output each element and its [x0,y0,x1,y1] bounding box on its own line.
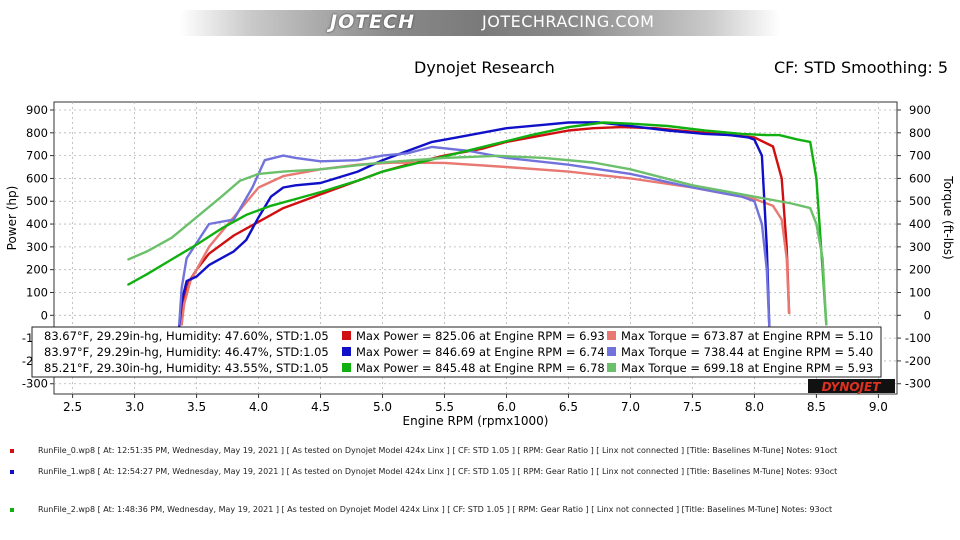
run-color-marker [10,448,14,453]
legend-torque-swatch [607,331,616,340]
correction-factor-label: CF: STD Smoothing: 5 [774,58,949,77]
y-tick-label-right: 500 [909,194,931,208]
legend-box [31,326,882,378]
y-tick-label-left: 500 [26,194,48,208]
x-tick-label: 4.5 [311,400,330,414]
y-axis-label-left: Power (hp) [5,186,19,251]
y-tick-label-right: 100 [909,285,931,299]
chart-title: Dynojet Research [414,58,555,77]
x-tick-label: 9.0 [869,400,888,414]
y-tick-label-left: 800 [26,126,48,140]
dyno-chart: 2.5 3.0 3.5 4.0 4.5 5.0 5.5 6.0 6.5 7.0 7.5 8.0 8.5 9… [5,101,955,428]
brand-banner [180,10,780,36]
y-tick-label-left: 900 [26,103,48,117]
x-tick-label: 8.0 [745,400,764,414]
run-color-marker [10,507,14,512]
legend-conditions: 83.67°F, 29.29in-hg, Humidity: 47.60%, S… [44,329,329,343]
x-tick-label: 7.0 [621,400,640,414]
y-tick-label-left: 700 [26,149,48,163]
brand-site: JOTECHRACING.COM [482,12,655,31]
y-tick-label-right: 600 [909,171,931,185]
run-info-line: RunFile_2.wp8 [ At: 1:48:36 PM, Wednesda… [10,505,832,514]
y-tick-label-left: 400 [26,217,48,231]
y-tick-label-right: 0 [924,308,931,322]
x-tick-label: 5.5 [435,400,454,414]
legend-max-power: Max Power = 846.69 at Engine RPM = 6.74 [356,345,605,359]
x-tick-label: 4.0 [249,400,268,414]
brand-logo: JOTECH [330,11,416,33]
y-tick-label-right: -300 [905,377,931,391]
legend-conditions: 83.97°F, 29.29in-hg, Humidity: 46.47%, S… [44,345,329,359]
x-tick-label: 6.5 [559,400,578,414]
run-info-text: RunFile_0.wp8 [ At: 12:51:35 PM, Wednesd… [38,446,838,455]
y-tick-label-left: 300 [26,240,48,254]
x-tick-label: 2.5 [63,400,82,414]
x-tick-label: 8.5 [807,400,826,414]
x-tick-label: 3.5 [187,400,206,414]
x-tick-label: 3.0 [125,400,144,414]
legend-max-power: Max Power = 845.48 at Engine RPM = 6.78 [356,361,605,375]
y-tick-label-right: 200 [909,263,931,277]
x-tick-label: 5.0 [373,400,392,414]
y-tick-label-left: 600 [26,171,48,185]
run-info-line: RunFile_1.wp8 [ At: 12:54:27 PM, Wednesd… [10,467,837,476]
dynojet-logo-bg [808,379,895,393]
legend-torque-swatch [607,363,616,372]
legend-conditions: 85.21°F, 29.30in-hg, Humidity: 43.55%, S… [44,361,329,375]
y-tick-label-left: -300 [22,377,48,391]
y-tick-label-left: 100 [26,285,48,299]
legend-max-torque: Max Torque = 738.44 at Engine RPM = 5.40 [621,345,873,359]
series-torque-run-2 [127,154,828,326]
y-tick-label-right: 300 [909,240,931,254]
y-tick-label-right: -100 [905,331,931,345]
legend-max-power: Max Power = 825.06 at Engine RPM = 6.93 [356,329,605,343]
y-tick-label-right: -200 [905,354,931,368]
y-tick-label-right: 900 [909,103,931,117]
y-tick-label-left: 200 [26,263,48,277]
series-power-run-1 [177,121,771,328]
run-info-line: RunFile_0.wp8 [ At: 12:51:35 PM, Wednesd… [10,446,837,455]
y-tick-label-left: 0 [41,308,48,322]
y-tick-label-right: 800 [909,126,931,140]
series-power-run-2 [127,121,828,326]
run-info-text: RunFile_2.wp8 [ At: 1:48:36 PM, Wednesda… [38,505,833,514]
run-color-marker [10,469,14,474]
y-tick-label-right: 400 [909,217,931,231]
y-tick-label-right: 700 [909,149,931,163]
legend-torque-swatch [607,347,616,356]
legend-max-torque: Max Torque = 699.18 at Engine RPM = 5.93 [621,361,873,375]
series-torque-run-0 [180,161,791,326]
dynojet-logo: DYNOJET [822,380,882,394]
run-info-text: RunFile_1.wp8 [ At: 12:54:27 PM, Wednesd… [38,467,838,476]
legend-power-swatch [342,363,351,372]
legend-power-swatch [342,347,351,356]
series-torque-run-1 [177,145,771,328]
x-axis-label: Engine RPM (rpmx1000) [403,414,549,428]
y-axis-label-right: Torque (ft-lbs) [941,175,955,259]
x-tick-label: 7.5 [683,400,702,414]
x-tick-label: 6.0 [497,400,516,414]
legend-max-torque: Max Torque = 673.87 at Engine RPM = 5.10 [621,329,873,343]
legend-power-swatch [342,331,351,340]
